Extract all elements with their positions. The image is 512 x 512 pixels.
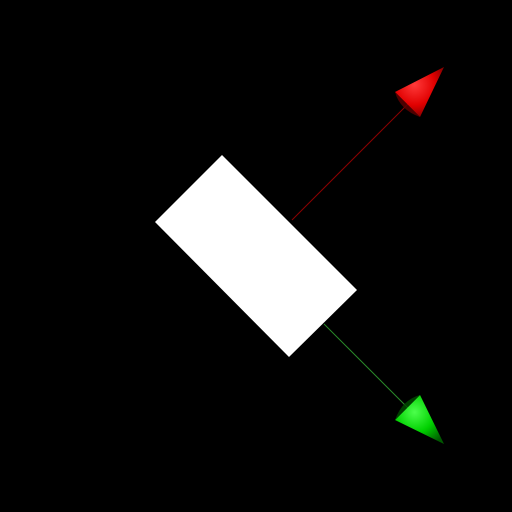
y-axis-line [324,324,410,410]
y-axis-gizmo[interactable] [324,324,444,444]
x-axis-line [292,100,412,220]
x-axis-gizmo[interactable] [292,67,444,220]
